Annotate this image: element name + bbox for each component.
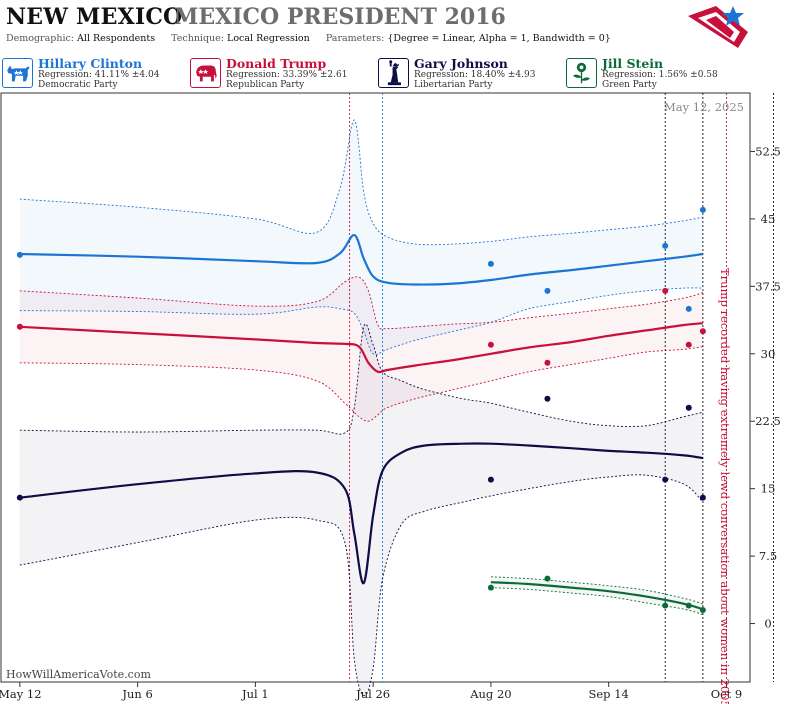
poll-point-gary-johnson [487, 476, 494, 483]
poll-point-gary-johnson [699, 494, 706, 501]
y-tick-label: 22.5 [755, 414, 781, 428]
technique-value: Local Regression [227, 33, 310, 44]
band-upper-hillary-clinton [19, 119, 703, 246]
trend-line-gary-johnson [19, 442, 704, 585]
site-logo-icon [688, 6, 748, 48]
poll-point-jill-stein [662, 602, 669, 609]
band-hillary-clinton [19, 119, 703, 355]
poll-point-hillary-clinton [544, 287, 551, 294]
candidate-party: Libertarian Party [414, 80, 493, 90]
parameters-value: {Degree = Linear, Alpha = 1, Bandwidth =… [387, 33, 611, 44]
parameters-line: Demographic: All Respondents Technique: … [6, 33, 611, 44]
poll-point-hillary-clinton [685, 305, 692, 312]
band-lower-hillary-clinton [19, 287, 703, 356]
x-tick-label: Oct 9 [711, 687, 742, 701]
y-tick-label: 7.5 [759, 549, 777, 563]
poll-point-donald-trump [544, 359, 551, 366]
candidate-regression: Regression: 33.39% ±2.61 [226, 70, 348, 80]
statue-of-liberty-icon [378, 58, 409, 88]
poll-point-donald-trump [16, 323, 23, 330]
poll-point-gary-johnson [16, 494, 23, 501]
poll-point-hillary-clinton [16, 251, 23, 258]
poll-point-donald-trump [487, 341, 494, 348]
x-tick-label: Aug 20 [469, 687, 511, 701]
y-tick-label: 37.5 [755, 279, 781, 293]
elephant-icon [190, 58, 221, 88]
y-tick-label: 0 [764, 617, 771, 631]
candidate-party: Republican Party [226, 80, 305, 90]
candidate-name: Jill Stein [602, 56, 664, 71]
candidate-party: Democratic Party [38, 80, 118, 90]
poll-point-gary-johnson [544, 395, 551, 402]
x-tick-label: May 12 [0, 687, 42, 701]
demographic-value: All Respondents [77, 33, 156, 44]
poll-point-jill-stein [544, 575, 551, 582]
x-tick-label: Jul 26 [355, 687, 390, 701]
event-annotation: Trump recorded having extremely lewd con… [718, 268, 732, 704]
band-upper-gary-johnson [19, 323, 704, 435]
trend-line-hillary-clinton [19, 234, 704, 286]
legend-item-stein: Jill Stein Regression: 1.56% ±0.58 Green… [564, 55, 752, 91]
band-lower-jill-stein [490, 587, 704, 616]
trend-line-jill-stein [490, 581, 704, 611]
technique-label: Technique: [171, 33, 224, 44]
page-title-state: NEW MEXICO [6, 4, 183, 30]
poll-point-hillary-clinton [487, 260, 494, 267]
y-tick-label: 52.5 [755, 144, 781, 158]
poll-point-jill-stein [685, 602, 692, 609]
legend-item-clinton: Hillary Clinton Regression: 41.11% ±4.04… [0, 55, 188, 91]
date-stamp: May 12, 2025 [664, 100, 744, 114]
rose-icon [566, 58, 597, 88]
x-tick-label: Jul 1 [241, 687, 269, 701]
candidate-name: Gary Johnson [414, 56, 508, 71]
band-gary-johnson [19, 323, 703, 696]
poll-point-jill-stein [699, 607, 706, 614]
candidate-regression: Regression: 1.56% ±0.58 [602, 70, 718, 80]
plot-frame [0, 92, 751, 683]
legend-item-johnson: Gary Johnson Regression: 18.40% ±4.93 Li… [376, 55, 564, 91]
poll-point-jill-stein [487, 584, 494, 591]
donkey-icon [2, 58, 33, 88]
y-tick-label: 45 [761, 212, 776, 226]
candidate-party: Green Party [602, 80, 657, 90]
poll-point-gary-johnson [662, 476, 669, 483]
candidate-regression: Regression: 41.11% ±4.04 [38, 70, 160, 80]
poll-point-donald-trump [699, 328, 706, 335]
candidate-name: Donald Trump [226, 56, 327, 71]
band-upper-jill-stein [490, 576, 704, 605]
poll-point-hillary-clinton [662, 242, 669, 249]
y-tick-label: 30 [761, 347, 776, 361]
x-tick-label: Jun 6 [121, 687, 152, 701]
candidate-name: Hillary Clinton [38, 56, 143, 71]
header: NEW MEXICO MEXICO PRESIDENT 2016 Demogra… [0, 0, 789, 92]
poll-point-hillary-clinton [699, 206, 706, 213]
page-title-race: MEXICO PRESIDENT 2016 [174, 4, 506, 30]
demographic-label: Demographic: [6, 33, 75, 44]
candidate-regression: Regression: 18.40% ±4.93 [414, 70, 536, 80]
y-tick-label: 15 [761, 482, 776, 496]
poll-point-donald-trump [662, 287, 669, 294]
band-lower-gary-johnson [19, 474, 704, 697]
poll-point-donald-trump [685, 341, 692, 348]
poll-point-gary-johnson [685, 404, 692, 411]
trend-line-donald-trump [19, 322, 704, 374]
legend-item-trump: Donald Trump Regression: 33.39% ±2.61 Re… [188, 55, 376, 91]
x-tick-label: Sep 14 [589, 687, 629, 701]
parameters-label: Parameters: [325, 33, 385, 44]
watermark: HowWillAmericaVote.com [6, 668, 151, 681]
